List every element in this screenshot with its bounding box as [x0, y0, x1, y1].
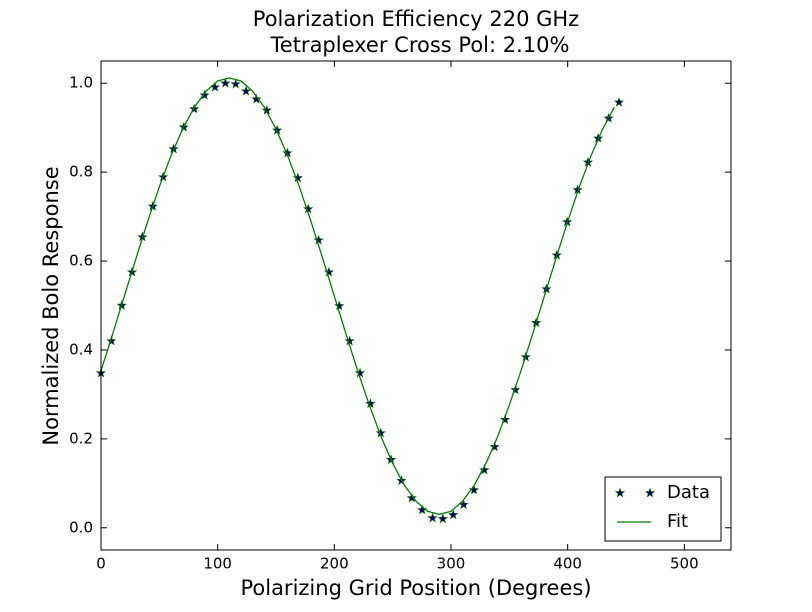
x-tick-label: 0 — [96, 555, 106, 573]
data-point — [106, 335, 117, 346]
y-tick-label: 0.0 — [69, 518, 93, 536]
x-tick-label: 400 — [553, 555, 582, 573]
x-tick-label: 500 — [670, 555, 699, 573]
x-tick-label: 200 — [320, 555, 349, 573]
data-point — [437, 513, 448, 524]
data-point — [510, 384, 521, 395]
x-tick-label: 300 — [437, 555, 466, 573]
data-point — [334, 300, 345, 311]
chart-subtitle: Tetraplexer Cross Pol: 2.10% — [270, 33, 570, 57]
data-point — [251, 93, 262, 104]
y-axis-label: Normalized Bolo Response — [39, 166, 63, 445]
data-point — [230, 78, 241, 89]
chart-title: Polarization Efficiency 220 GHz — [253, 7, 579, 31]
data-point — [499, 414, 511, 425]
legend-marker — [614, 487, 626, 498]
data-point — [220, 77, 231, 88]
x-tick-label: 100 — [203, 555, 232, 573]
y-tick-label: 0.6 — [69, 252, 93, 270]
data-point — [199, 89, 210, 100]
data-point — [240, 85, 252, 96]
x-axis-label: Polarizing Grid Position (Degrees) — [240, 576, 591, 600]
legend-label: Fit — [667, 511, 688, 532]
data-point — [427, 512, 438, 523]
data-point — [323, 266, 335, 277]
y-tick-label: 0.8 — [69, 163, 93, 181]
data-point — [468, 484, 480, 495]
data-point — [313, 234, 324, 245]
data-point — [448, 509, 459, 520]
data-point — [354, 367, 366, 378]
data-point — [479, 464, 490, 475]
data-point — [489, 441, 500, 452]
legend-label: Data — [667, 482, 710, 503]
data-point — [406, 492, 417, 503]
fit-line — [100, 77, 615, 516]
data-point — [303, 203, 314, 214]
data-point — [292, 172, 303, 183]
y-tick-label: 1.0 — [69, 74, 93, 92]
plot-frame — [100, 60, 732, 551]
legend-box — [604, 476, 722, 542]
y-tick-label: 0.4 — [69, 340, 93, 358]
data-point — [344, 335, 355, 346]
data-point — [365, 398, 376, 409]
y-tick-label: 0.2 — [69, 429, 93, 447]
legend-marker — [644, 487, 656, 498]
data-point — [613, 96, 625, 107]
